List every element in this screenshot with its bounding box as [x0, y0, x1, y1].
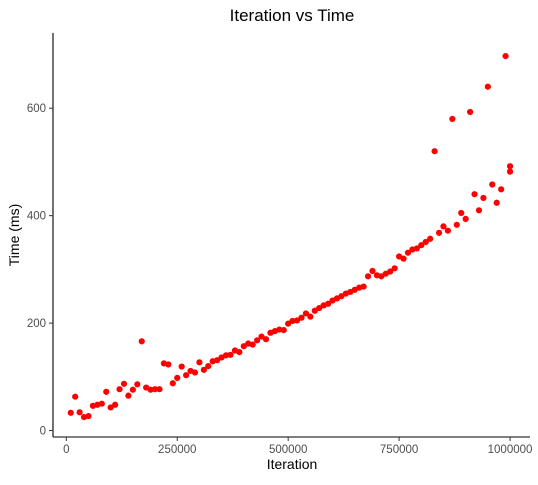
data-point-87 [449, 115, 456, 123]
data-point-37 [227, 351, 234, 358]
data-point-40 [240, 343, 247, 350]
data-point-20 [151, 386, 159, 393]
data-point-98 [498, 186, 505, 193]
data-point-99 [502, 53, 509, 60]
data-point-88 [453, 221, 460, 228]
data-point-67 [360, 283, 367, 290]
data-point-81 [422, 238, 429, 246]
data-point-49 [280, 326, 287, 334]
data-point-76 [400, 255, 407, 262]
data-point-30 [196, 359, 203, 366]
y-tick-label: 200 [27, 318, 46, 330]
data-point-24 [169, 380, 176, 387]
data-point-96 [489, 181, 496, 188]
x-tick-label: 500000 [269, 444, 307, 456]
y-axis-title: Time (ms) [6, 204, 22, 266]
data-point-12 [116, 386, 123, 393]
data-point-85 [440, 223, 447, 230]
data-point-91 [467, 108, 474, 116]
x-tick-label: 250000 [158, 444, 196, 456]
data-point-39 [236, 349, 243, 356]
data-point-1 [67, 409, 74, 416]
y-tick-label: 600 [27, 103, 46, 115]
data-point-89 [458, 209, 465, 217]
data-point-23 [165, 361, 172, 368]
data-point-10 [107, 404, 114, 411]
data-point-32 [205, 362, 212, 370]
x-axis-title: Iteration [267, 456, 318, 472]
y-tick-label: 0 [40, 426, 46, 438]
x-tick-label: 0 [63, 444, 69, 456]
data-point-80 [418, 242, 425, 249]
chart-title: Iteration vs Time [230, 6, 355, 25]
x-tick-label: 750000 [380, 444, 418, 456]
data-point-50 [285, 320, 292, 327]
data-point-16 [134, 381, 141, 388]
data-point-29 [191, 369, 199, 376]
data-point-97 [493, 199, 500, 206]
data-point-77 [404, 249, 412, 256]
data-point-84 [435, 229, 443, 236]
data-point-25 [174, 374, 181, 381]
x-axis-ticks: 0 250000 500000 750000 1000000 [63, 437, 532, 456]
data-point-15 [129, 386, 136, 393]
data-point-100 [506, 168, 514, 175]
data-point-83 [431, 148, 438, 155]
data-point-57 [316, 304, 323, 312]
data-point-45 [262, 336, 270, 343]
data-point-44 [258, 333, 265, 340]
data-point-21 [156, 386, 163, 393]
y-axis-ticks: 0 200 400 600 [27, 103, 53, 438]
data-point-101 [506, 163, 514, 170]
data-point-59 [325, 300, 332, 307]
data-point-90 [462, 215, 469, 222]
data-point-73 [387, 268, 394, 275]
data-point-53 [298, 314, 305, 321]
data-point-13 [120, 380, 128, 387]
data-point-69 [369, 267, 376, 275]
data-point-43 [254, 337, 261, 344]
data-point-9 [103, 388, 110, 395]
data-point-5 [85, 412, 92, 420]
x-tick-label: 1000000 [488, 444, 533, 456]
data-point-86 [444, 227, 452, 234]
data-point-54 [302, 310, 310, 317]
data-point-3 [76, 409, 83, 416]
data-point-27 [183, 372, 190, 379]
data-point-26 [178, 363, 185, 370]
data-point-55 [307, 313, 314, 320]
data-point-95 [484, 83, 491, 90]
data-point-92 [471, 191, 478, 198]
data-point-62 [338, 293, 345, 300]
data-point-17 [138, 338, 145, 345]
data-point-79 [413, 245, 420, 252]
data-point-94 [480, 194, 487, 202]
data-point-93 [475, 207, 483, 214]
data-point-11 [112, 401, 119, 408]
data-points [67, 53, 514, 421]
data-point-14 [125, 392, 132, 399]
data-point-42 [249, 341, 256, 348]
data-point-68 [364, 273, 372, 280]
data-point-2 [72, 393, 79, 400]
y-tick-label: 400 [27, 211, 46, 223]
data-point-31 [200, 366, 207, 373]
data-point-71 [378, 273, 385, 280]
data-point-82 [427, 235, 434, 242]
data-point-8 [98, 400, 105, 407]
data-point-74 [391, 265, 398, 272]
